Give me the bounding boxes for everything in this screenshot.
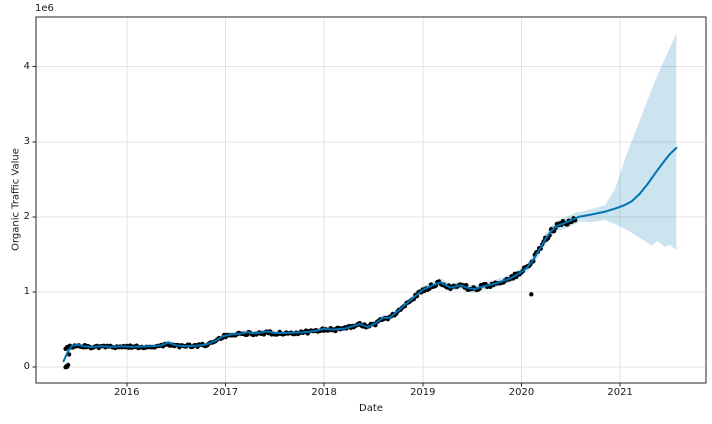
y-tick-label: 0: [23, 361, 30, 373]
y-axis-label: Organic Traffic Value: [10, 148, 22, 251]
x-axis-label: Date: [359, 403, 383, 414]
forecast-trend-line: [62, 146, 678, 363]
grid-lines: [36, 17, 706, 383]
y-tick-label: 4: [23, 60, 30, 72]
x-tick-label: 2019: [410, 387, 436, 398]
x-tick-label: 2018: [311, 387, 337, 398]
x-tick-label: 2016: [114, 387, 140, 398]
x-tick-label: 2017: [212, 387, 239, 398]
y-tick-label: 3: [23, 135, 30, 147]
y-axis-offset-text: 1e6: [35, 3, 54, 14]
axes-frame: [35, 16, 707, 384]
x-tick-label: 2021: [607, 387, 633, 398]
axis-tick-marks: [32, 66, 621, 387]
y-tick-label: 1: [23, 286, 30, 298]
uncertainty-band: [63, 33, 677, 363]
y-tick-label: 2: [23, 210, 30, 222]
x-tick-label: 2020: [508, 387, 535, 398]
